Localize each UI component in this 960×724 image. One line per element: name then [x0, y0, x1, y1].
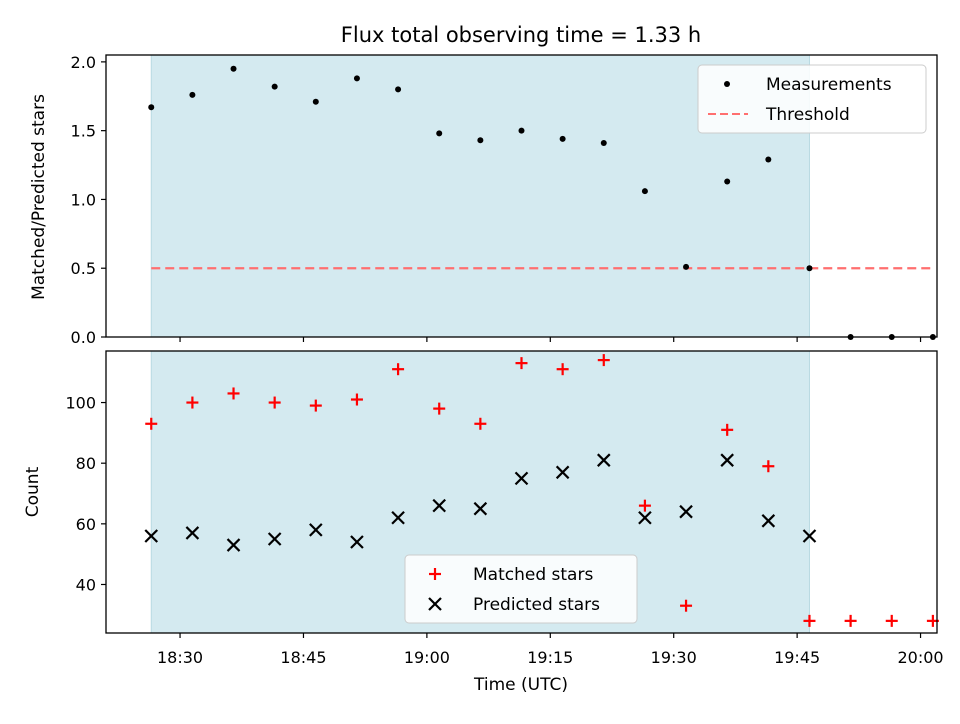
measurement-point: [559, 135, 566, 142]
predicted-star-marker: [514, 471, 529, 486]
predicted-star-marker: [267, 532, 282, 546]
top-legend: Measurements Threshold: [697, 64, 927, 134]
chart-title: Flux total observing time = 1.33 h: [341, 23, 701, 47]
x-tick-label: 19:30: [651, 648, 697, 667]
bottom-panel: 40 60 80 100 18:30 18:45 19:00 19:15 19:30 19:45…: [23, 350, 944, 695]
legend-threshold-label: Threshold: [765, 105, 850, 125]
matched-star-marker: [721, 423, 734, 436]
bottom-y-ticks: 40 60 80 100: [65, 394, 106, 594]
x-tick-label: 19:00: [404, 648, 450, 667]
matched-star-marker: [433, 402, 446, 415]
measurement-point: [312, 98, 319, 105]
y-tick-label: 0.5: [71, 259, 96, 278]
measurement-point: [683, 263, 690, 270]
predicted-star-marker: [226, 538, 241, 552]
matched-star-marker: [680, 599, 693, 612]
x-tick-label: 19:15: [527, 648, 573, 667]
measurement-point: [518, 127, 525, 134]
x-tick-label: 20:00: [897, 648, 943, 667]
x-tick-label: 18:30: [157, 648, 203, 667]
predicted-star-marker: [309, 523, 323, 537]
matched-star-marker: [350, 393, 363, 406]
measurement-point: [148, 104, 155, 111]
y-tick-label: 100: [65, 394, 96, 413]
bottom-legend: Matched stars Predicted stars: [404, 554, 638, 624]
matched-star-marker: [268, 396, 281, 409]
predicted-star-marker: [679, 504, 693, 519]
predicted-star-marker: [555, 465, 570, 480]
top-panel: 0.00.51.01.52.0 Matched/Predicted stars …: [29, 53, 938, 347]
matched-star-marker: [392, 363, 405, 376]
y-tick-label: 0.0: [71, 328, 96, 347]
matched-star-marker: [597, 354, 610, 367]
matched-star-marker: [803, 614, 816, 627]
matched-star-marker: [762, 460, 775, 473]
x-tick-label: 18:45: [280, 648, 326, 667]
top-y-ticks: 0.0 0.5 1.0 1.5 2.0: [71, 53, 106, 347]
y-tick-label: 60: [76, 515, 96, 534]
measurement-point: [477, 137, 484, 144]
top-x-ticks: [179, 337, 922, 342]
matched-star-marker: [474, 417, 487, 430]
predicted-star-marker: [802, 529, 817, 543]
bottom-x-ticks: 18:30 18:45 19:00 19:15 19:30 19:45 20:00: [157, 633, 944, 667]
predicted-star-marker: [761, 514, 776, 528]
measurement-point: [436, 130, 443, 137]
matched-star-marker: [145, 417, 158, 430]
predicted-star-markers: [144, 453, 817, 552]
x-tick-label: 19:45: [774, 648, 820, 667]
measurement-point: [641, 188, 648, 195]
bottom-axes-frame: [105, 350, 938, 634]
matched-star-marker: [309, 399, 322, 412]
matched-star-marker: [885, 614, 898, 627]
matched-star-marker: [515, 357, 528, 370]
matched-star-marker: [844, 614, 857, 627]
measurement-point: [189, 91, 196, 98]
legend-measurements-label: Measurements: [766, 75, 892, 95]
predicted-star-marker: [720, 453, 734, 467]
predicted-star-marker: [144, 529, 159, 543]
x-axis-label: Time (UTC): [473, 675, 568, 695]
legend-predicted-marker: [428, 597, 442, 611]
measurement-point: [724, 178, 731, 185]
measurement-point: [395, 86, 402, 93]
predicted-star-marker: [185, 526, 200, 540]
y-tick-label: 40: [76, 575, 96, 594]
y-tick-label: 2.0: [71, 53, 96, 72]
legend-predicted-label: Predicted stars: [473, 595, 600, 615]
y-tick-label: 1.5: [71, 122, 96, 141]
measurement-point: [230, 65, 237, 72]
predicted-star-marker: [350, 535, 364, 549]
matched-star-marker: [638, 499, 651, 512]
measurement-point: [765, 156, 772, 163]
matched-star-marker: [186, 396, 199, 409]
predicted-star-marker: [596, 453, 611, 467]
measurement-points: [148, 65, 936, 340]
top-axes-frame: [105, 54, 938, 338]
top-y-axis-label: Matched/Predicted stars: [29, 94, 49, 300]
legend-measurements-marker: [724, 81, 730, 87]
predicted-star-marker: [391, 510, 405, 525]
predicted-star-marker: [638, 510, 652, 525]
bottom-y-axis-label: Count: [23, 466, 43, 517]
legend-matched-label: Matched stars: [473, 565, 593, 585]
y-tick-label: 1.0: [71, 190, 96, 209]
matched-star-marker: [556, 363, 569, 376]
measurement-point: [600, 140, 607, 147]
measurement-point: [806, 265, 813, 272]
y-tick-label: 80: [76, 454, 96, 473]
matched-star-marker: [227, 387, 240, 400]
measurement-point: [353, 75, 360, 82]
predicted-star-marker: [432, 498, 447, 513]
predicted-star-marker: [473, 501, 488, 516]
measurement-point: [271, 83, 278, 90]
legend-matched-marker: [429, 568, 441, 580]
